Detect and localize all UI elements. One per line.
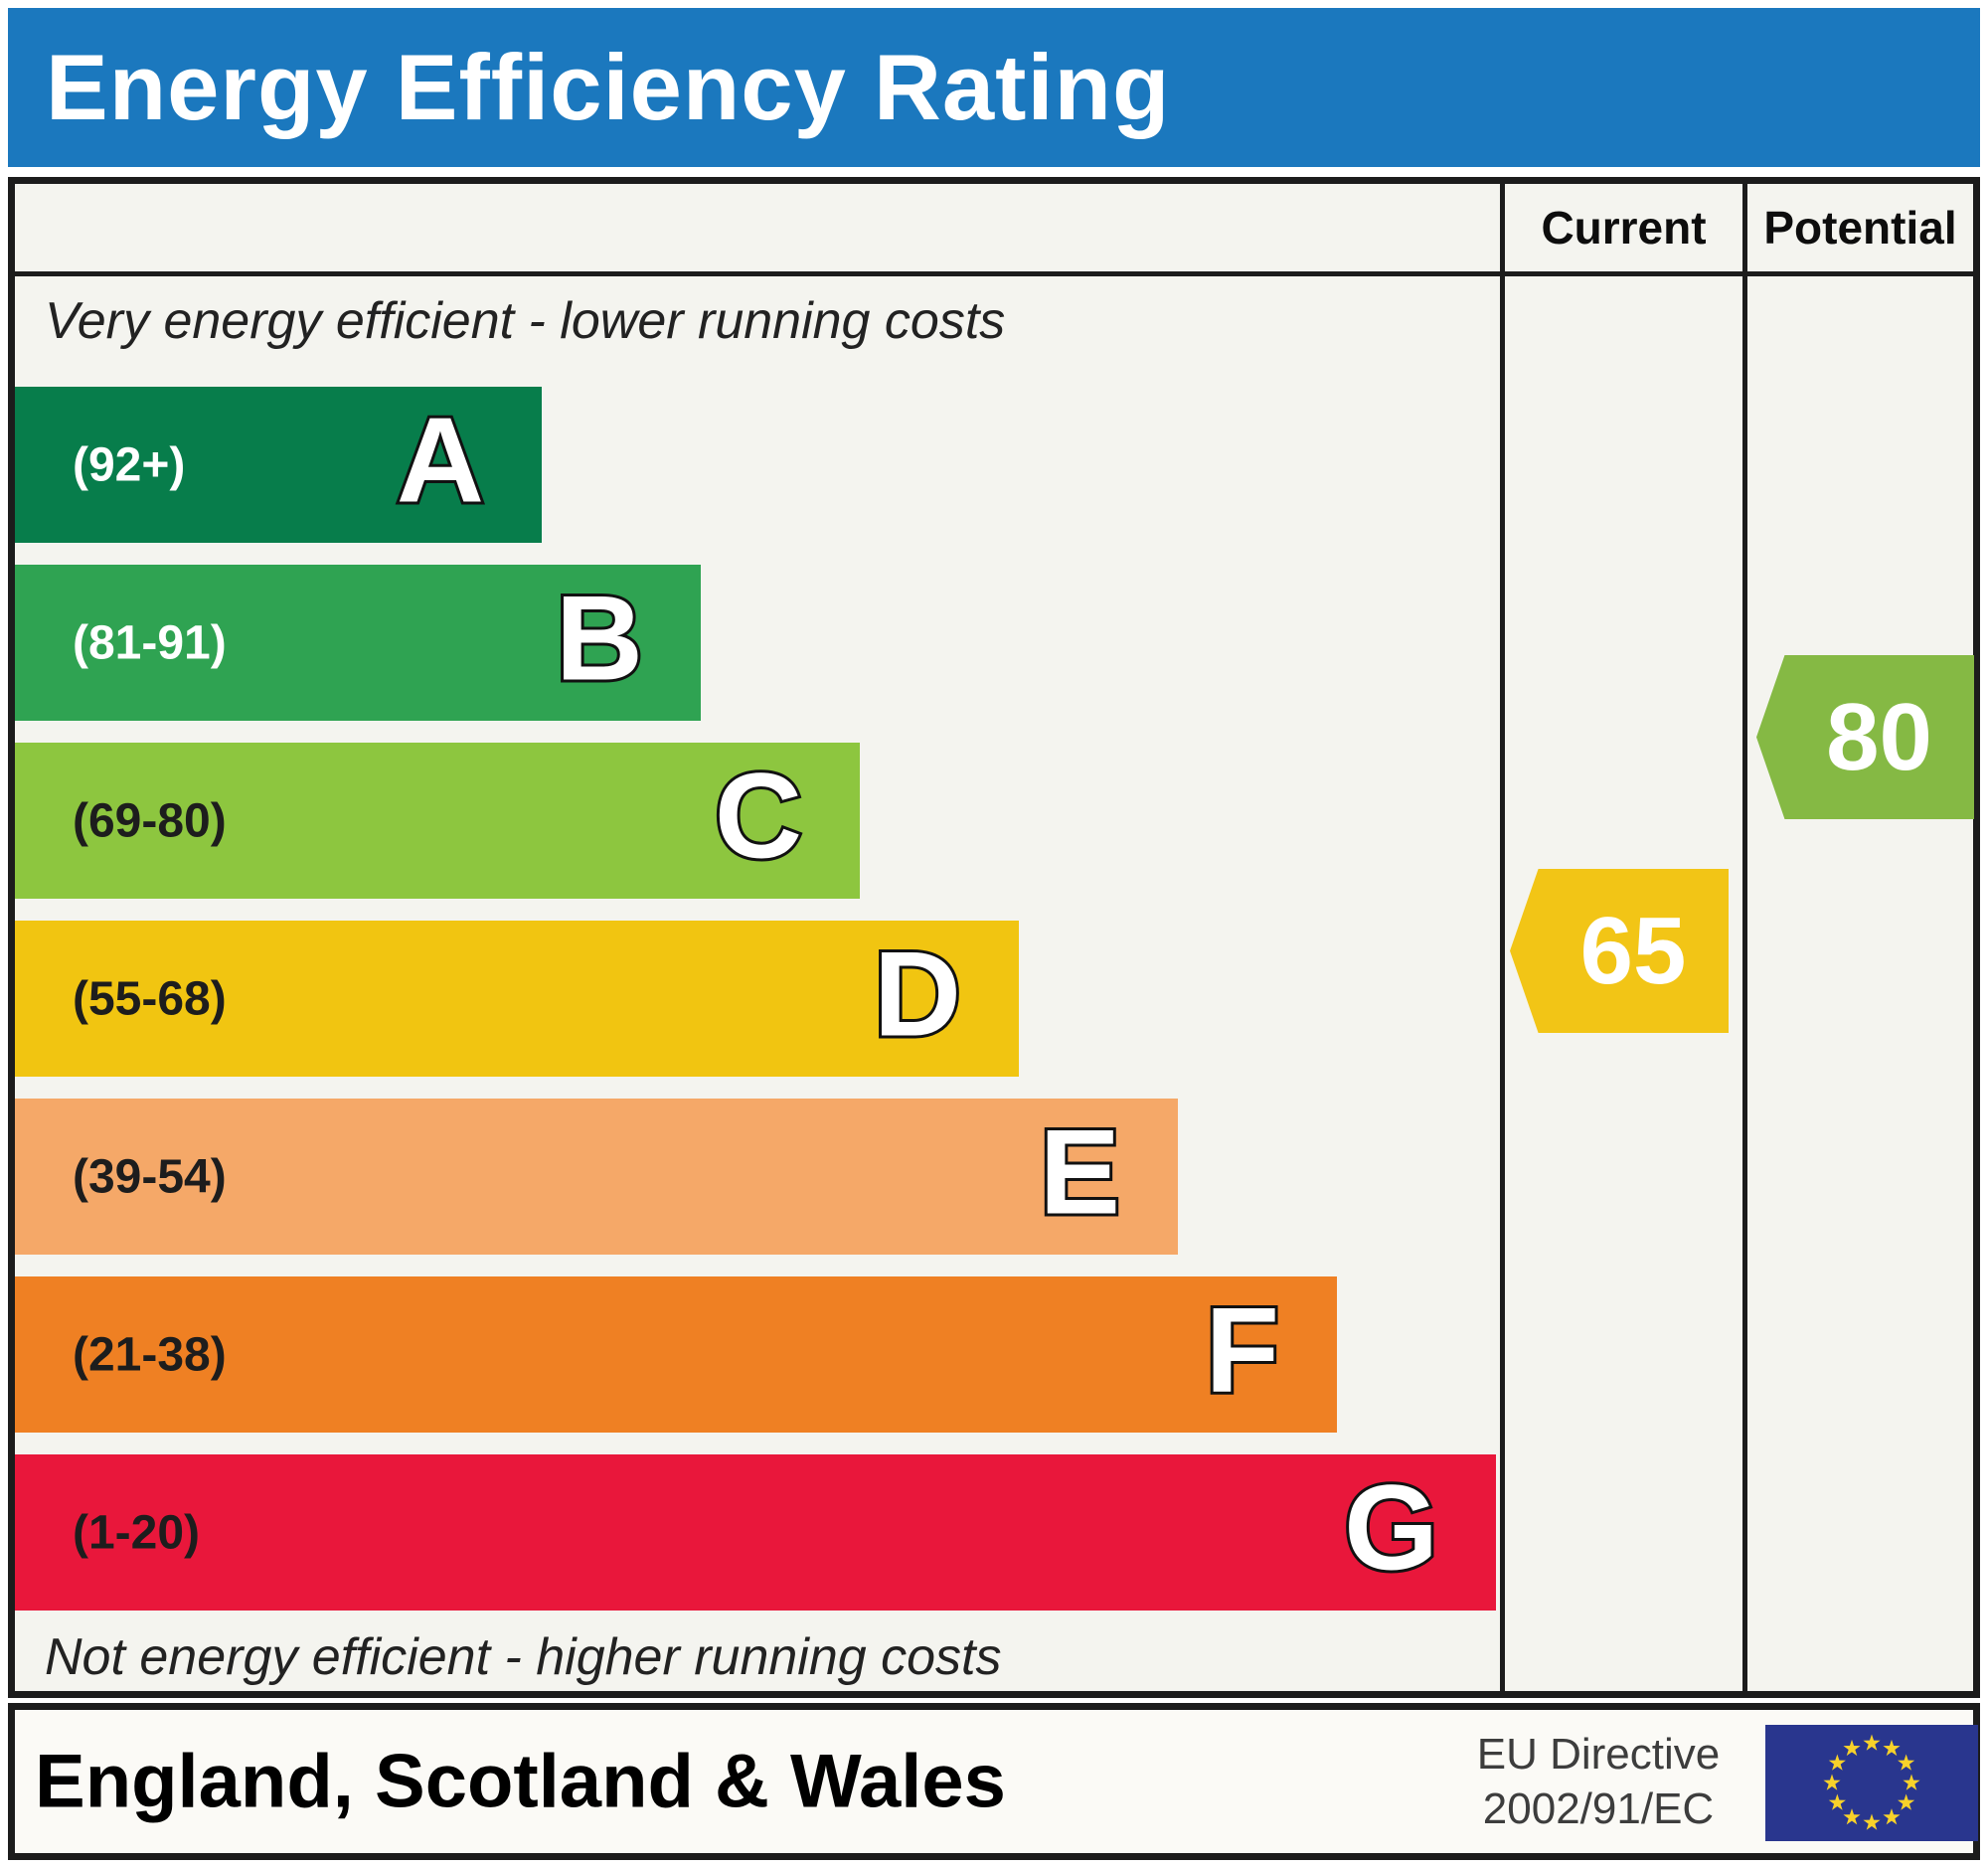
band-d: (55-68) D — [15, 921, 1019, 1077]
band-letter: F — [1202, 1278, 1281, 1420]
band-letter: C — [712, 745, 805, 886]
eu-directive-line1: EU Directive — [1476, 1730, 1721, 1779]
band-c: (69-80) C — [15, 743, 860, 899]
potential-column-header: Potential — [1763, 202, 1957, 254]
region-label: England, Scotland & Wales — [35, 1739, 1006, 1824]
band-letter: E — [1037, 1101, 1123, 1242]
eu-directive-label: EU Directive 2002/91/EC — [1454, 1727, 1742, 1836]
band-range-label: (81-91) — [73, 616, 227, 669]
current-rating-marker: 65 — [1510, 869, 1729, 1033]
band-b: (81-91) B — [15, 565, 701, 721]
scale-bottom-label: Not energy efficient - higher running co… — [45, 1628, 1002, 1686]
potential-rating-value: 80 — [1826, 683, 1932, 790]
band-range-label: (1-20) — [73, 1506, 201, 1559]
title-bar: Energy Efficiency Rating — [8, 8, 1980, 167]
band-range-label: (92+) — [73, 438, 186, 491]
current-rating-value: 65 — [1579, 897, 1687, 1004]
band-range-label: (39-54) — [73, 1150, 227, 1203]
potential-rating-marker: 80 — [1756, 655, 1974, 819]
band-letter: G — [1341, 1456, 1441, 1598]
current-column-header: Current — [1541, 202, 1707, 254]
band-range-label: (69-80) — [73, 794, 227, 847]
band-g: (1-20) G — [15, 1454, 1496, 1611]
eu-flag-icon — [1765, 1725, 1978, 1841]
page-title: Energy Efficiency Rating — [46, 35, 1171, 139]
potential-column-divider — [1742, 184, 1747, 1691]
band-e: (39-54) E — [15, 1099, 1178, 1255]
band-f: (21-38) F — [15, 1276, 1337, 1433]
footer-bar: England, Scotland & Wales EU Directive 2… — [8, 1703, 1980, 1860]
header-underline — [15, 271, 1973, 276]
current-column-divider — [1500, 184, 1505, 1691]
band-range-label: (21-38) — [73, 1328, 227, 1381]
scale-top-label: Very energy efficient - lower running co… — [45, 292, 1006, 350]
band-letter: D — [871, 923, 964, 1064]
band-range-label: (55-68) — [73, 972, 227, 1025]
band-letter: B — [553, 567, 646, 708]
eu-directive-line2: 2002/91/EC — [1482, 1784, 1715, 1833]
band-letter: A — [394, 389, 487, 530]
rating-table: Current Potential Very energy efficient … — [8, 177, 1980, 1698]
band-a: (92+) A — [15, 387, 542, 543]
